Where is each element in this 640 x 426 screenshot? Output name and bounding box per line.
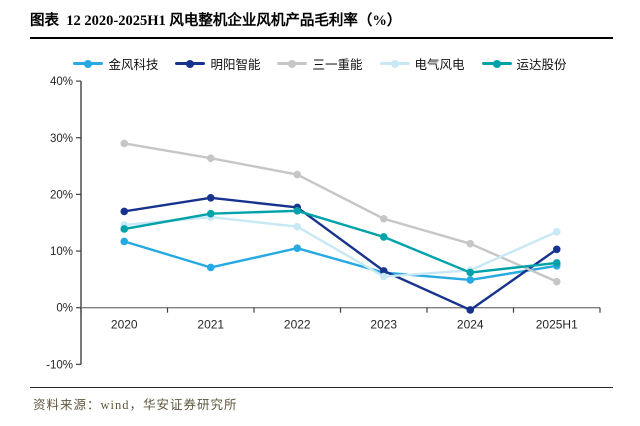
x-tick-label-5: 2025H1 — [536, 318, 578, 332]
legend-label: 明阳智能 — [210, 58, 261, 72]
legend-line-marker-icon — [481, 59, 512, 68]
x-tick-label-0: 2020 — [111, 318, 138, 332]
legend-label: 运达股份 — [516, 58, 567, 72]
data-point-4-5 — [552, 259, 561, 267]
y-tick-label-3: 10% — [50, 246, 73, 258]
chart-title: 图表 12 2020-2025H1 风电整机企业风机产品毛利率（%） — [30, 9, 613, 39]
data-point-0-0 — [120, 237, 129, 246]
y-tick-label-0: 40% — [50, 76, 73, 88]
data-point-3-3 — [379, 272, 388, 281]
data-point-2-4 — [466, 239, 475, 248]
data-point-2-5 — [552, 277, 561, 286]
data-point-4-3 — [379, 233, 388, 241]
data-point-3-2 — [293, 222, 302, 231]
data-point-1-5 — [552, 245, 561, 254]
x-tick-label-2: 2022 — [284, 318, 311, 332]
legend-line-marker-icon — [379, 59, 410, 68]
data-point-2-0 — [120, 139, 129, 148]
series-line-0 — [123, 240, 558, 282]
legend-item-1: 明阳智能 — [175, 54, 260, 73]
legend-item-2: 三一重能 — [277, 54, 363, 73]
data-point-2-1 — [206, 154, 215, 162]
y-tick-label-5: -10% — [46, 359, 73, 371]
data-point-0-2 — [293, 244, 302, 253]
series-line-4 — [123, 209, 558, 274]
legend-line-marker-icon — [73, 59, 104, 68]
series-line-2 — [123, 142, 558, 283]
legend-line-marker-icon — [175, 59, 206, 68]
data-point-4-4 — [466, 268, 475, 277]
y-tick-label-4: 0% — [56, 303, 73, 315]
y-tick-label-2: 20% — [50, 189, 73, 201]
data-point-4-1 — [206, 209, 215, 218]
data-point-1-4 — [466, 306, 475, 314]
data-point-0-4 — [466, 276, 475, 284]
data-point-1-0 — [120, 207, 129, 216]
x-tick-label-1: 2021 — [197, 318, 224, 332]
series-line-3 — [123, 215, 558, 278]
data-point-4-0 — [120, 225, 129, 233]
source-note: 资料来源：wind，华安证券研究所 — [33, 398, 238, 412]
data-point-3-5 — [552, 227, 561, 236]
legend-item-4: 运达股份 — [481, 54, 567, 73]
y-tick-label-1: 30% — [50, 133, 73, 145]
series-line-1 — [123, 196, 558, 312]
data-point-4-2 — [293, 207, 302, 215]
legend-label: 三一重能 — [312, 58, 363, 72]
legend-item-3: 电气风电 — [379, 54, 465, 73]
footer-divider — [30, 387, 613, 388]
legend-label: 电气风电 — [414, 58, 465, 72]
legend-line-marker-icon — [277, 59, 308, 68]
data-point-2-3 — [379, 214, 388, 223]
legend-item-0: 金风科技 — [73, 54, 158, 73]
x-tick-label-3: 2023 — [370, 318, 397, 332]
chart-legend: 金风科技 明阳智能 三一重能 电气风电 运达股份 — [0, 54, 640, 73]
data-point-1-1 — [206, 193, 215, 202]
legend-label: 金风科技 — [108, 58, 159, 72]
data-point-2-2 — [293, 170, 302, 179]
data-point-1-3 — [379, 267, 388, 275]
x-tick-label-4: 2024 — [457, 318, 484, 332]
data-point-0-1 — [206, 263, 215, 272]
